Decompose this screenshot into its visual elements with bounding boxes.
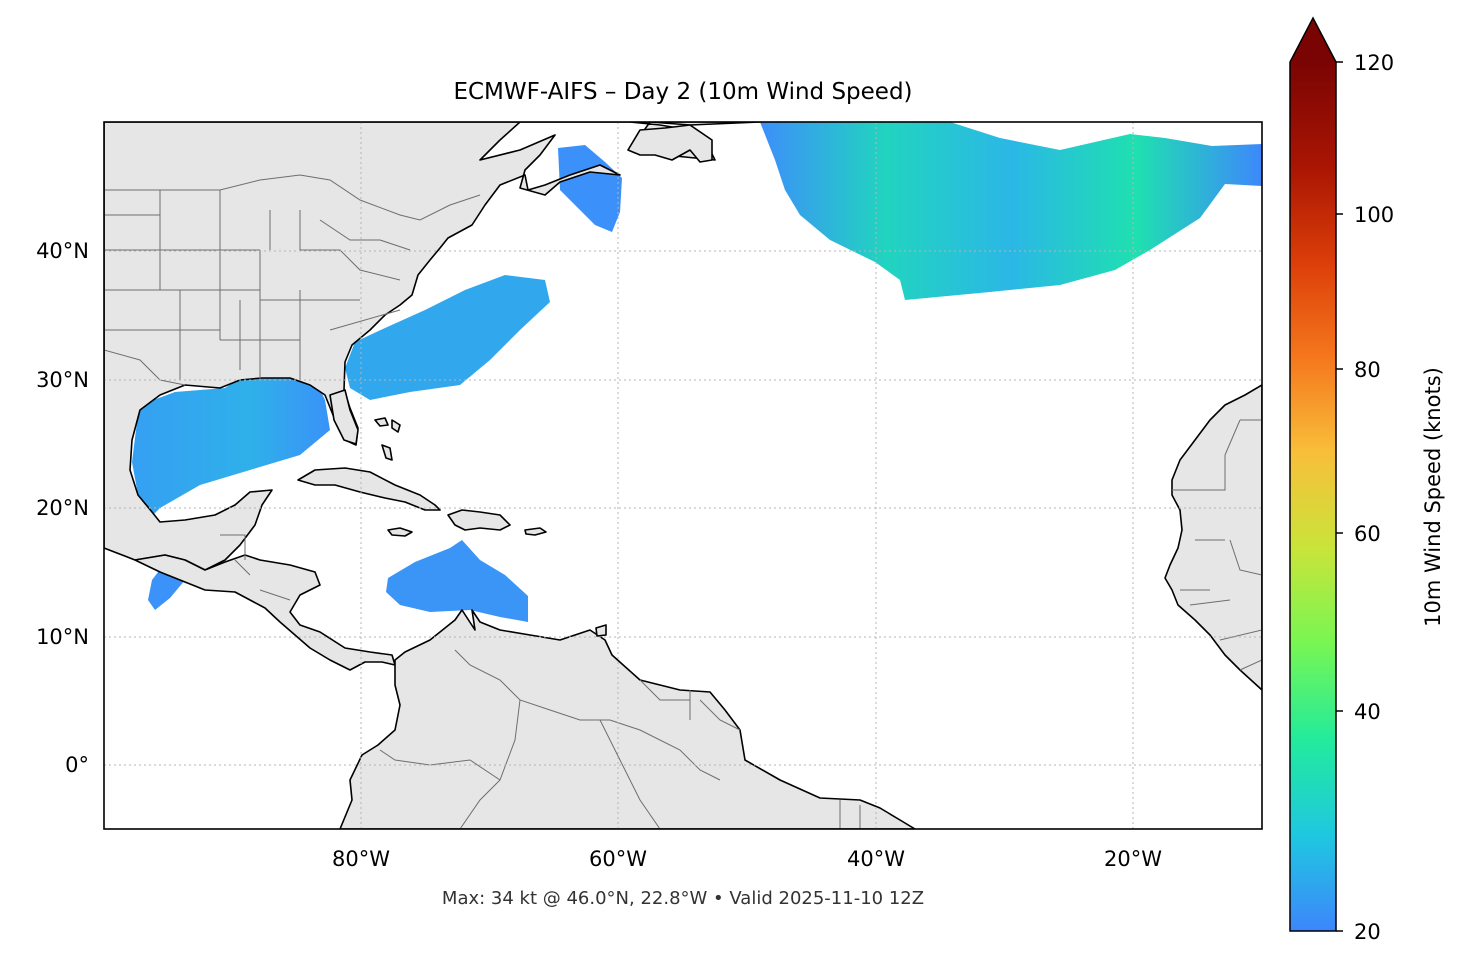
- lon-label: 40°W: [847, 847, 905, 871]
- map-panel: [104, 122, 1262, 829]
- south-america-land: [339, 609, 916, 829]
- puerto-rico-land: [524, 527, 547, 536]
- map-title: ECMWF-AIFS – Day 2 (10m Wind Speed): [453, 79, 912, 105]
- cuba-land: [297, 467, 441, 511]
- colorbar-tick-label: 100: [1354, 203, 1394, 227]
- map-frame: [103, 121, 1263, 830]
- latitude-labels: 40°N 30°N 20°N 10°N 0°: [36, 239, 89, 777]
- newfoundland-land: [627, 124, 713, 163]
- jamaica-land: [387, 527, 413, 537]
- lat-label: 20°N: [36, 496, 89, 520]
- lon-label: 60°W: [589, 847, 647, 871]
- colorbar-tick-label: 60: [1354, 522, 1381, 546]
- colorbar-extend-arrow: [1290, 18, 1336, 62]
- africa-land: [1164, 384, 1262, 691]
- colorbar: 20 40 60 80 100 120 10m Wind Speed (knot…: [1289, 16, 1445, 944]
- graticule: [104, 122, 1262, 829]
- bahamas-land: [374, 417, 401, 461]
- wind-region-western-atlantic: [345, 275, 550, 400]
- wind-region-gulf-of-st-lawrence: [558, 145, 622, 232]
- colorbar-label: 10m Wind Speed (knots): [1421, 367, 1445, 627]
- us-canada-border: [104, 174, 481, 221]
- florida-land: [329, 389, 359, 445]
- wind-speed-field: [132, 122, 1262, 622]
- trinidad-land: [595, 624, 607, 637]
- longitude-labels: 80°W 60°W 40°W 20°W: [332, 847, 1162, 871]
- land-masses: [104, 122, 1262, 829]
- lat-label: 10°N: [36, 625, 89, 649]
- wind-region-gulf-of-mexico: [132, 378, 330, 520]
- wind-region-north-east-atlantic: [760, 122, 1262, 300]
- political-borders: [104, 174, 1262, 829]
- hispaniola-land: [447, 509, 511, 531]
- mexico-borders: [104, 349, 291, 601]
- colorbar-tick-label: 20: [1354, 920, 1381, 944]
- wind-region-caribbean: [386, 540, 528, 622]
- lat-label: 30°N: [36, 368, 89, 392]
- us-state-borders: [104, 190, 411, 380]
- central-america-land: [134, 554, 396, 671]
- colorbar-ticks: [1336, 61, 1343, 932]
- colorbar-tick-label: 80: [1354, 358, 1381, 382]
- africa-borders: [1172, 419, 1262, 671]
- lat-label: 0°: [65, 753, 89, 777]
- colorbar-gradient: [1290, 62, 1336, 931]
- lon-label: 20°W: [1104, 847, 1162, 871]
- colorbar-tick-label: 120: [1354, 51, 1394, 75]
- colorbar-outline: [1289, 16, 1337, 932]
- colorbar-tick-labels: 20 40 60 80 100 120: [1354, 51, 1394, 944]
- colorbar-tick-label: 40: [1354, 700, 1381, 724]
- max-wind-annotation: Max: 34 kt @ 46.0°N, 22.8°W • Valid 2025…: [442, 888, 924, 909]
- lat-label: 40°N: [36, 239, 89, 263]
- lon-label: 80°W: [332, 847, 390, 871]
